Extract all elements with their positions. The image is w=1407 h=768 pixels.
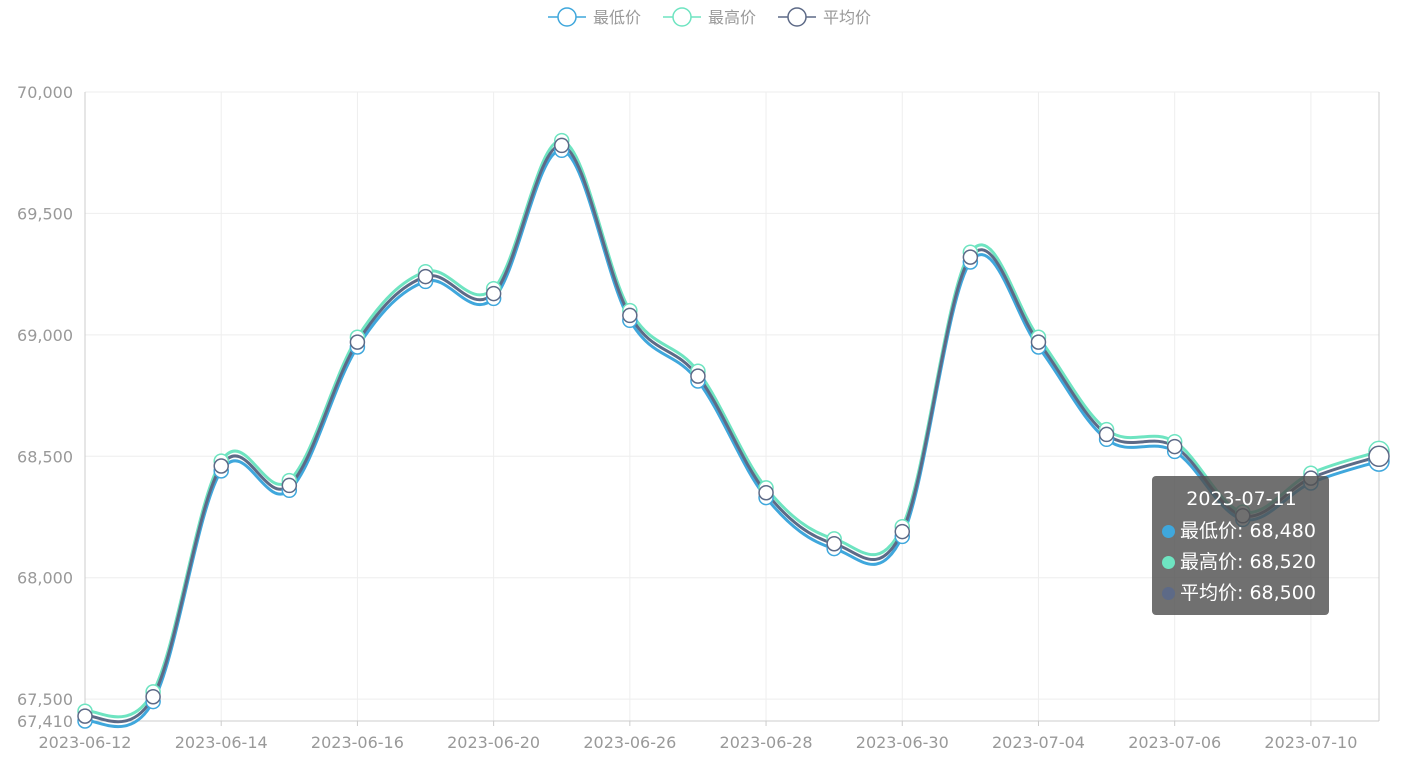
tooltip-value-high: 最高价: 68,520 [1180, 551, 1316, 573]
data-point-avg[interactable] [1098, 426, 1115, 443]
tooltip-value-low: 最低价: 68,480 [1180, 520, 1316, 542]
y-tick-label: 68,500 [17, 447, 73, 466]
legend-label-high: 最高价 [708, 8, 756, 27]
x-tick-label: 2023-07-04 [992, 733, 1085, 752]
x-tick-label: 2023-07-06 [1128, 733, 1221, 752]
data-point-avg[interactable] [826, 535, 842, 552]
tooltip-value-avg: 平均价: 68,500 [1180, 582, 1316, 604]
tooltip-dot-avg [1162, 587, 1175, 600]
series-lines [84, 139, 1380, 729]
data-point-avg[interactable] [349, 334, 366, 350]
tooltip-row-low: 最低价: 68,480 [1162, 517, 1321, 548]
data-point-avg[interactable] [1030, 334, 1047, 350]
x-tick-label: 2023-06-26 [583, 733, 676, 752]
tooltip-title: 2023-07-11 [1186, 488, 1297, 510]
legend-marker-low [557, 7, 577, 27]
data-point-avg[interactable] [894, 523, 911, 540]
tooltip-dot-low [1162, 525, 1175, 538]
x-tick-label: 2023-06-16 [311, 733, 404, 752]
tooltip: 2023-07-11 最低价: 68,480 最高价: 68,520 平均价: … [1152, 476, 1329, 615]
legend[interactable]: 最低价 最高价 平均价 [548, 7, 871, 27]
tooltip-row-avg: 平均价: 68,500 [1162, 579, 1321, 610]
data-point-avg[interactable] [962, 249, 979, 265]
data-point-avg[interactable] [758, 484, 774, 501]
legend-marker-high [672, 7, 692, 27]
legend-item-avg[interactable]: 平均价 [778, 7, 871, 27]
y-tick-label: 67,500 [17, 690, 73, 709]
axes: 67,410 67,500 68,000 68,500 69,000 69,500 70,0… [17, 83, 1380, 752]
data-point-avg[interactable] [281, 477, 298, 494]
legend-marker-avg [787, 7, 807, 27]
x-tick-label: 2023-07-10 [1264, 733, 1357, 752]
data-point-avg[interactable] [1368, 445, 1390, 468]
data-point-avg[interactable] [690, 368, 706, 384]
y-tick-label: 67,410 [17, 712, 73, 731]
tooltip-dot-high [1162, 556, 1175, 569]
data-point-avg[interactable] [145, 688, 161, 705]
y-tick-label: 69,500 [17, 204, 73, 223]
y-tick-label: 68,000 [17, 569, 73, 588]
series-line-low [84, 148, 1380, 729]
data-point-avg[interactable] [417, 268, 434, 285]
data-point-avg[interactable] [1166, 438, 1183, 455]
legend-item-high[interactable]: 最高价 [663, 7, 756, 27]
x-tick-label: 2023-06-20 [447, 733, 540, 752]
grid-lines [85, 91, 1379, 721]
x-tick-label: 2023-06-30 [856, 733, 949, 752]
tooltip-row-high: 最高价: 68,520 [1162, 548, 1321, 579]
x-tick-label: 2023-06-28 [720, 733, 813, 752]
y-tick-label: 69,000 [17, 326, 73, 345]
series-line-high [84, 139, 1380, 719]
y-tick-label: 70,000 [17, 83, 73, 102]
series-line-avg [84, 143, 1380, 724]
x-tick-label: 2023-06-14 [175, 733, 268, 752]
data-point-avg[interactable] [77, 708, 93, 724]
data-point-avg[interactable] [553, 137, 570, 154]
data-point-avg[interactable] [622, 307, 638, 324]
x-tick-label: 2023-06-12 [39, 733, 132, 752]
series-points [77, 132, 1390, 729]
data-point-avg[interactable] [485, 285, 502, 302]
legend-item-low[interactable]: 最低价 [548, 7, 641, 27]
legend-label-low: 最低价 [593, 8, 641, 27]
legend-label-avg: 平均价 [823, 8, 871, 27]
data-point-avg[interactable] [213, 458, 229, 474]
